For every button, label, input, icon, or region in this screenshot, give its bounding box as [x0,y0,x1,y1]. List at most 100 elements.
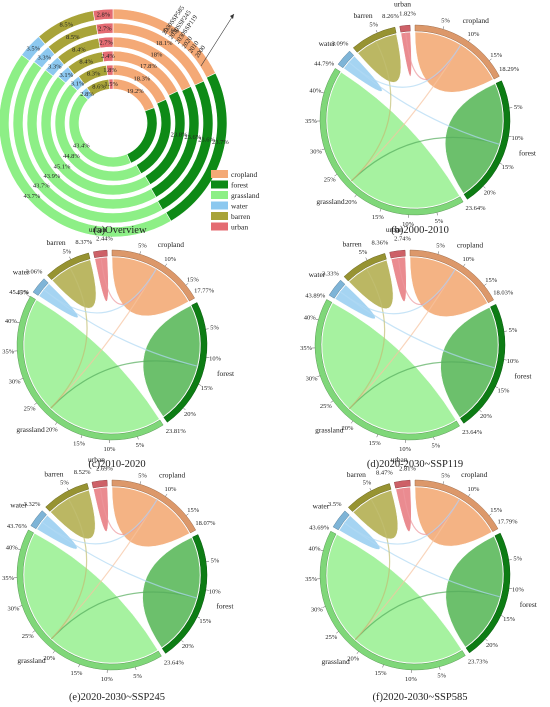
chord-tick-label: 5% [136,442,145,449]
ring-value-label: 45.1% [54,163,71,170]
chord-tick-label: 5% [369,22,378,29]
chord-tick [164,263,168,267]
chord-class-label-cropland: cropland [457,241,483,250]
chord-tick [376,434,379,438]
chord-link [51,591,198,640]
chord-link [50,267,88,409]
chord-tick [185,513,189,516]
legend-label-cropland: cropland [231,170,257,179]
legend-label-water: water [231,202,248,211]
chord-tick-label: 15% [485,277,498,284]
chord-arc-barren [343,253,387,282]
chord-chart-ssp119: 2.74%urban5%10%15%18.03%cropland5%10%15%… [300,225,532,470]
chord-tick-label: 10% [103,446,116,453]
chord-class-label-grassland: grassland [315,426,344,435]
chord-tick-label: 25% [22,633,35,640]
chord-tick [495,386,499,389]
chord-value-label-barren: 8.37% [75,239,92,246]
chord-tick [78,664,80,668]
chord-tick-label: 35% [2,348,15,355]
chord-value-label-barren: 8.52% [74,469,91,476]
chord-tick-label: 35% [300,345,313,352]
chord-tick-label: 5% [138,473,147,480]
chord-tick [80,435,83,439]
ring-value-label: 43.7% [24,193,41,200]
chord-arc-cropland [409,249,494,304]
chord-tick [183,407,186,411]
chord-tick-label: 40% [309,545,322,552]
chord-tick [52,650,55,654]
chord-tick-label: 35% [2,575,15,582]
chord-tick [54,422,58,425]
ring-value-label: 2.8% [80,91,94,98]
chord-value-label-cropland: 17.79% [497,518,518,525]
chord-ribbon-cropland [414,31,494,93]
chord-value-label-water: 3.5% [328,501,342,508]
chord-tick-label: 15% [490,507,503,514]
chord-value-label-forest: 23.81% [166,428,187,435]
chord-ribbon-grassland [23,532,159,664]
chord-tick-label: 20% [486,642,499,649]
chord-arc-cropland [111,479,197,534]
chord-link [41,521,198,599]
chord-tick [365,257,368,261]
chord-arc-water [32,278,49,296]
chord-tick [330,400,334,403]
chord-tick-label: 10% [164,486,177,493]
ring-value-label: 8.6% [92,84,106,91]
ring-segment-urban [106,64,114,76]
overview-ring-chart: 19.2%43.4%2.8%8.6%1.5%18.3%44.8%3.1%8.3%… [0,5,260,238]
chord-tick [436,212,438,216]
chord-link [50,360,198,409]
chord-class-label-cropland: cropland [159,471,185,480]
chord-ribbon-barren [51,259,97,309]
chord-tick-label: 20% [342,425,355,432]
chord-value-label-urban: 2.74% [394,235,411,242]
chord-link [51,498,88,640]
chord-tick [317,375,321,377]
chord-tick-label: 15% [490,52,503,59]
chord-tick [17,548,21,550]
chord-tick-label: 5% [435,218,444,225]
chord-tick-label: 40% [6,544,19,551]
ring-value-label-forest: 23.7% [212,139,229,146]
chord-arc-forest [465,532,511,654]
chord-tick [499,162,503,165]
chord-arc-grassland [314,299,460,441]
chord-tick-label: 10% [209,588,222,595]
chord-arc-urban [93,249,108,259]
legend-label-urban: urban [231,223,248,232]
chord-value-label-forest: 23.64% [462,429,483,436]
legend-swatch-forest [211,180,228,189]
chord-tick-label: 5% [509,327,518,334]
chord-caption: (e)2020-2030~SSP245 [69,692,165,703]
chord-value-label-grassland: 43.89% [305,292,326,299]
chord-tick-label: 35% [305,118,318,125]
chord-link [43,268,157,314]
chord-class-label-forest: forest [514,371,532,380]
chord-class-label-barren: barren [44,469,63,478]
legend-swatch-grassland [211,191,228,199]
chord-tick-label: 15% [503,616,516,623]
chord-ribbon-barren [352,489,399,540]
chord-tick [16,321,20,324]
chord-arc-barren [352,26,397,53]
chord-tick-label: 10% [399,446,412,453]
chord-tick-label: 15% [201,385,214,392]
chord-arc-cropland [414,479,499,532]
ring-value-label: 2.7% [98,25,112,32]
ring-value-label: 8.5% [60,22,74,29]
ring-value-label: 8.4% [72,47,86,54]
chord-tick [442,481,445,485]
chord-arc-barren [347,483,392,512]
legend-swatch-urban [211,222,228,231]
chord-tick [375,29,378,33]
ring-value-label-forest: 23.6% [198,136,215,143]
ring-value-label: 18% [150,52,163,59]
chord-tick-label: 5% [210,325,219,332]
ring-value-label: 3.1% [71,81,85,88]
ring-value-label-forest: 23.6% [184,134,201,141]
chord-tick [69,256,71,260]
chord-link [343,498,461,545]
chord-tick [322,606,326,608]
